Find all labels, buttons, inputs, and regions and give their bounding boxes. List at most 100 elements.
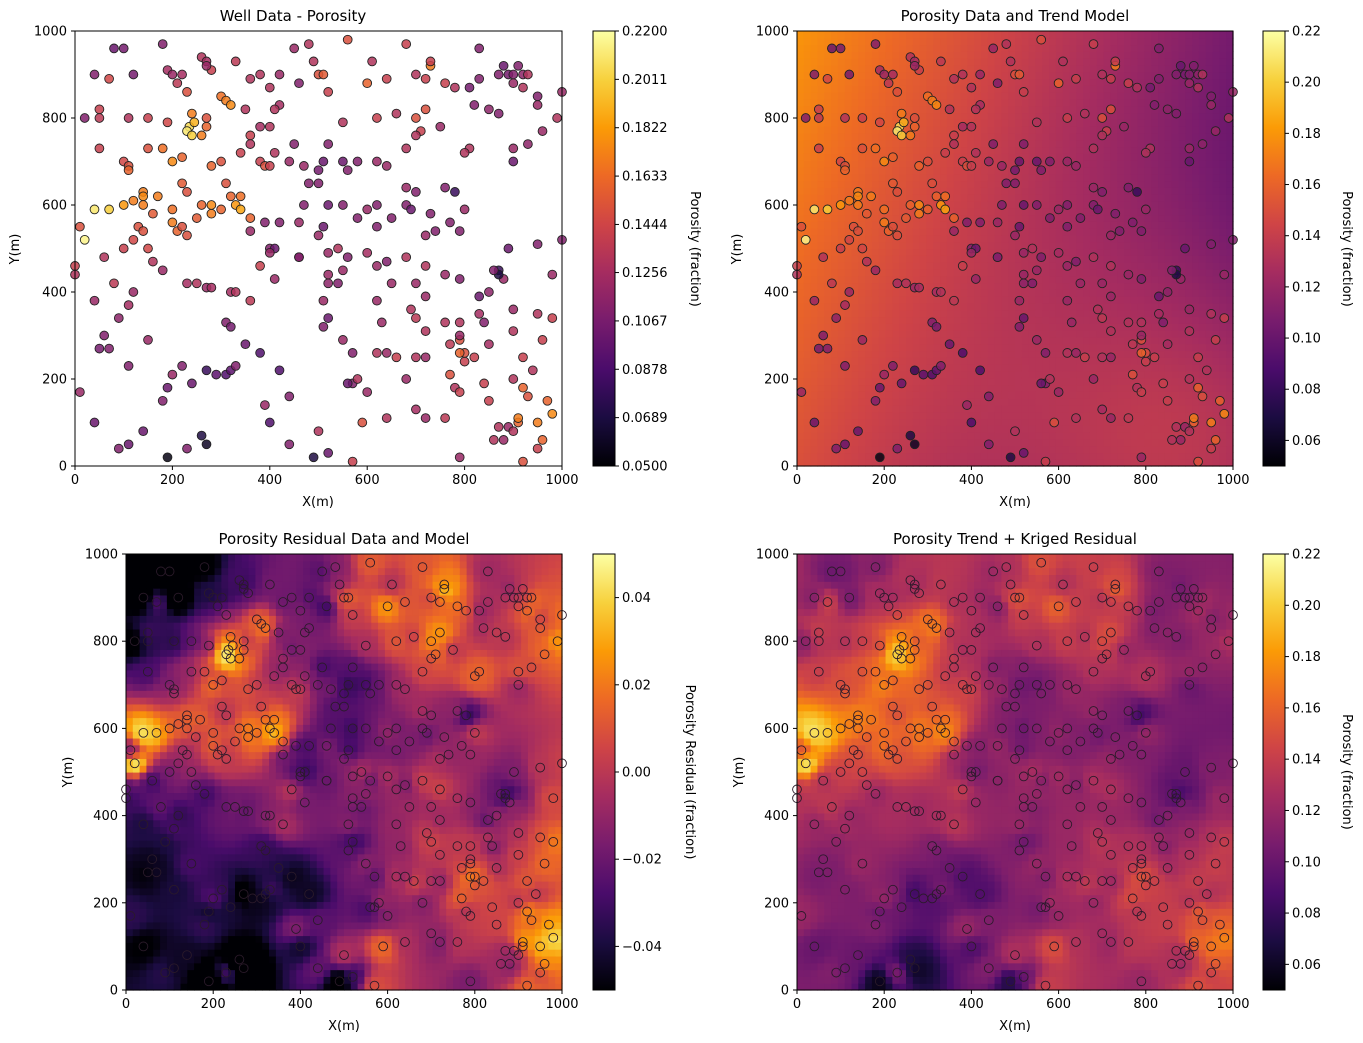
heatmap-cell [810,194,819,202]
heatmap-cell [126,649,134,657]
heatmap-cell [1069,180,1077,188]
well-point [532,91,543,102]
heatmap-cell [803,31,812,39]
heatmap-cell [994,71,1002,80]
heatmap-cell [926,309,934,318]
y-tick-label: 600 [42,199,67,214]
heatmap-cell [926,357,934,365]
heatmap-cell [899,445,907,454]
heatmap-cell [797,323,805,331]
heatmap-cell [797,411,805,420]
heatmap-cell [1008,364,1016,372]
heatmap-cell [858,452,866,460]
heatmap-cell [1015,282,1023,290]
well-point [138,191,149,202]
heatmap-cell [1028,316,1037,324]
heatmap-cell [1124,282,1132,290]
heatmap-cell [967,31,975,39]
well-point [381,161,392,171]
heatmap-cell [960,330,968,338]
heatmap-cell [926,296,934,304]
heatmap-cell [926,275,934,284]
heatmap-cell [1055,71,1064,80]
heatmap-cell [1103,180,1111,188]
heatmap-cell [1137,248,1146,256]
heatmap-cell [1049,330,1057,338]
heatmap-cell [803,58,812,66]
heatmap-cell [1076,398,1084,406]
heatmap-cell [933,459,941,467]
heatmap-cell [858,302,866,311]
heatmap-cell [865,160,873,168]
heatmap-cell [1062,425,1071,433]
heatmap-cell [1062,438,1071,447]
heatmap-cell [1049,132,1057,141]
heatmap-cell [946,78,955,86]
heatmap-cell [797,432,805,440]
heatmap-cell [817,391,825,399]
heatmap-cell [940,398,948,406]
heatmap-cell [810,330,819,338]
heatmap-cell [1205,166,1214,175]
heatmap-cell [1124,126,1132,134]
heatmap-cell [1110,112,1118,120]
well-point [182,443,192,454]
heatmap-cell [919,384,928,392]
heatmap-cell [1144,166,1152,175]
heatmap-cell [831,425,839,433]
y-tick-label: 1000 [34,25,67,40]
heatmap-cell [851,398,859,406]
heatmap-cell [1178,92,1186,100]
heatmap-cell [132,792,141,800]
well-point [104,343,114,354]
heatmap-cell [1001,425,1009,433]
heatmap-cell [803,180,812,188]
heatmap-cell [132,819,141,828]
heatmap-cell [1171,31,1180,39]
heatmap-cell [878,105,887,114]
heatmap-cell [960,370,968,379]
heatmap-cell [1212,85,1220,93]
heatmap-cell [1171,330,1180,338]
heatmap-cell [858,432,866,440]
heatmap-cell [1028,432,1037,440]
heatmap-cell [1008,445,1016,454]
heatmap-cell [803,153,812,161]
heatmap-cell [1205,336,1214,345]
heatmap-cell [1028,92,1037,100]
heatmap-cell [851,316,859,324]
heatmap-cell [1198,153,1207,161]
heatmap-cell [994,425,1002,433]
heatmap-cell [1008,112,1016,120]
heatmap-cell [831,153,839,161]
heatmap-cell [892,343,900,352]
well-point [1005,452,1016,463]
heatmap-cell [1049,221,1057,229]
heatmap-cell [797,180,805,188]
heatmap-cell [1055,275,1064,284]
heatmap-cell [126,581,134,589]
heatmap-cell [1212,350,1220,358]
well-point [264,247,275,258]
heatmap-cell [1110,173,1118,182]
heatmap-cell [797,357,805,365]
heatmap-cell [1055,139,1064,148]
heatmap-cell [1205,64,1214,73]
heatmap-cell [831,207,839,216]
heatmap-cell [1164,78,1173,86]
heatmap-cell [1076,200,1084,209]
heatmap-cell [824,445,832,454]
heatmap-cell [1171,139,1180,148]
heatmap-cell [1008,194,1016,202]
heatmap-cell [1171,234,1180,243]
heatmap-cell [797,126,805,134]
well-point [1193,382,1203,393]
well-point [474,308,485,319]
heatmap-cell [1042,398,1050,406]
heatmap-cell [803,214,812,222]
heatmap-cell [1219,350,1227,358]
heatmap-cell [1198,132,1207,141]
heatmap-cell [1008,302,1016,311]
heatmap-cell [1001,404,1009,413]
heatmap-cell [1042,31,1050,39]
